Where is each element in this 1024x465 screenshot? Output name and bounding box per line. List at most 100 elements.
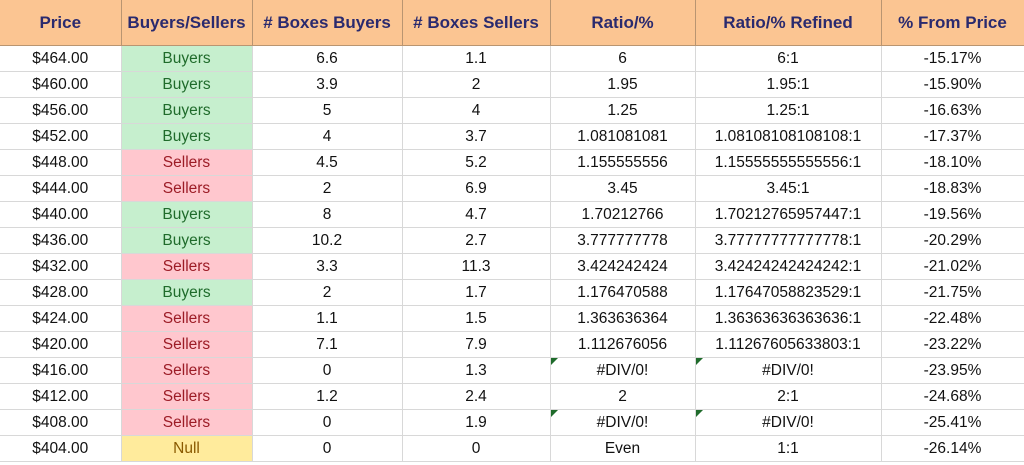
cell-ratio-refined[interactable]: 1:1 (695, 435, 882, 462)
cell-boxes-buyers[interactable]: 4 (252, 123, 403, 150)
header-ratio[interactable]: Ratio/% (550, 0, 696, 46)
cell-boxes-sellers[interactable]: 2.7 (402, 227, 551, 254)
header-price[interactable]: Price (0, 0, 122, 46)
cell-price[interactable]: $432.00 (0, 253, 122, 280)
cell-price[interactable]: $464.00 (0, 45, 122, 72)
header-boxes-sellers[interactable]: # Boxes Sellers (402, 0, 551, 46)
header-ratio-refined[interactable]: Ratio/% Refined (695, 0, 882, 46)
cell-ratio[interactable]: 1.081081081 (550, 123, 696, 150)
cell-boxes-sellers[interactable]: 7.9 (402, 331, 551, 358)
header-boxes-buyers[interactable]: # Boxes Buyers (252, 0, 403, 46)
cell-ratio[interactable]: #DIV/0! (550, 409, 696, 436)
cell-from-price[interactable]: -22.48% (881, 305, 1024, 332)
cell-price[interactable]: $456.00 (0, 97, 122, 124)
cell-from-price[interactable]: -23.95% (881, 357, 1024, 384)
cell-boxes-sellers[interactable]: 1.1 (402, 45, 551, 72)
cell-boxes-sellers[interactable]: 11.3 (402, 253, 551, 280)
cell-from-price[interactable]: -20.29% (881, 227, 1024, 254)
cell-from-price[interactable]: -15.90% (881, 71, 1024, 98)
cell-boxes-buyers[interactable]: 1.1 (252, 305, 403, 332)
cell-ratio[interactable]: 3.424242424 (550, 253, 696, 280)
cell-ratio[interactable]: 1.70212766 (550, 201, 696, 228)
cell-ratio-refined[interactable]: 1.25:1 (695, 97, 882, 124)
cell-ratio[interactable]: 1.176470588 (550, 279, 696, 306)
cell-buyers-sellers[interactable]: Sellers (121, 331, 253, 358)
cell-boxes-buyers[interactable]: 0 (252, 357, 403, 384)
cell-ratio-refined[interactable]: 1.17647058823529:1 (695, 279, 882, 306)
cell-boxes-buyers[interactable]: 7.1 (252, 331, 403, 358)
cell-ratio-refined[interactable]: 3.42424242424242:1 (695, 253, 882, 280)
cell-boxes-sellers[interactable]: 2 (402, 71, 551, 98)
cell-ratio-refined[interactable]: 1.11267605633803:1 (695, 331, 882, 358)
cell-ratio-refined[interactable]: #DIV/0! (695, 357, 882, 384)
cell-price[interactable]: $444.00 (0, 175, 122, 202)
cell-ratio-refined[interactable]: 1.08108108108108:1 (695, 123, 882, 150)
cell-buyers-sellers[interactable]: Buyers (121, 97, 253, 124)
cell-buyers-sellers[interactable]: Sellers (121, 305, 253, 332)
cell-boxes-buyers[interactable]: 4.5 (252, 149, 403, 176)
cell-buyers-sellers[interactable]: Buyers (121, 227, 253, 254)
cell-buyers-sellers[interactable]: Buyers (121, 201, 253, 228)
cell-buyers-sellers[interactable]: Sellers (121, 357, 253, 384)
cell-ratio-refined[interactable]: 1.95:1 (695, 71, 882, 98)
cell-ratio-refined[interactable]: 3.77777777777778:1 (695, 227, 882, 254)
header-from-price[interactable]: % From Price (881, 0, 1024, 46)
cell-ratio-refined[interactable]: 3.45:1 (695, 175, 882, 202)
cell-boxes-sellers[interactable]: 4 (402, 97, 551, 124)
cell-price[interactable]: $424.00 (0, 305, 122, 332)
cell-boxes-sellers[interactable]: 2.4 (402, 383, 551, 410)
cell-boxes-sellers[interactable]: 1.9 (402, 409, 551, 436)
cell-from-price[interactable]: -18.10% (881, 149, 1024, 176)
cell-boxes-buyers[interactable]: 1.2 (252, 383, 403, 410)
cell-ratio[interactable]: Even (550, 435, 696, 462)
cell-boxes-sellers[interactable]: 5.2 (402, 149, 551, 176)
cell-ratio[interactable]: 1.155555556 (550, 149, 696, 176)
cell-boxes-buyers[interactable]: 3.9 (252, 71, 403, 98)
cell-ratio-refined[interactable]: 2:1 (695, 383, 882, 410)
cell-ratio[interactable]: 1.25 (550, 97, 696, 124)
cell-from-price[interactable]: -18.83% (881, 175, 1024, 202)
cell-boxes-buyers[interactable]: 2 (252, 175, 403, 202)
cell-ratio[interactable]: 3.45 (550, 175, 696, 202)
cell-boxes-buyers[interactable]: 10.2 (252, 227, 403, 254)
cell-buyers-sellers[interactable]: Null (121, 435, 253, 462)
cell-price[interactable]: $404.00 (0, 435, 122, 462)
cell-buyers-sellers[interactable]: Buyers (121, 123, 253, 150)
cell-price[interactable]: $448.00 (0, 149, 122, 176)
cell-boxes-sellers[interactable]: 6.9 (402, 175, 551, 202)
cell-price[interactable]: $420.00 (0, 331, 122, 358)
cell-boxes-buyers[interactable]: 3.3 (252, 253, 403, 280)
cell-boxes-sellers[interactable]: 1.5 (402, 305, 551, 332)
cell-price[interactable]: $460.00 (0, 71, 122, 98)
cell-ratio[interactable]: 2 (550, 383, 696, 410)
cell-buyers-sellers[interactable]: Sellers (121, 383, 253, 410)
cell-price[interactable]: $416.00 (0, 357, 122, 384)
cell-ratio-refined[interactable]: 1.15555555555556:1 (695, 149, 882, 176)
cell-ratio-refined[interactable]: #DIV/0! (695, 409, 882, 436)
cell-from-price[interactable]: -26.14% (881, 435, 1024, 462)
cell-boxes-buyers[interactable]: 5 (252, 97, 403, 124)
cell-from-price[interactable]: -24.68% (881, 383, 1024, 410)
cell-ratio-refined[interactable]: 1.36363636363636:1 (695, 305, 882, 332)
cell-price[interactable]: $412.00 (0, 383, 122, 410)
cell-from-price[interactable]: -25.41% (881, 409, 1024, 436)
cell-boxes-buyers[interactable]: 0 (252, 435, 403, 462)
cell-price[interactable]: $436.00 (0, 227, 122, 254)
cell-buyers-sellers[interactable]: Sellers (121, 175, 253, 202)
cell-boxes-sellers[interactable]: 1.7 (402, 279, 551, 306)
cell-from-price[interactable]: -23.22% (881, 331, 1024, 358)
cell-from-price[interactable]: -15.17% (881, 45, 1024, 72)
cell-buyers-sellers[interactable]: Buyers (121, 279, 253, 306)
cell-ratio[interactable]: 1.95 (550, 71, 696, 98)
cell-price[interactable]: $428.00 (0, 279, 122, 306)
cell-ratio[interactable]: 6 (550, 45, 696, 72)
cell-boxes-buyers[interactable]: 0 (252, 409, 403, 436)
cell-price[interactable]: $408.00 (0, 409, 122, 436)
cell-ratio-refined[interactable]: 6:1 (695, 45, 882, 72)
cell-ratio-refined[interactable]: 1.70212765957447:1 (695, 201, 882, 228)
cell-boxes-buyers[interactable]: 8 (252, 201, 403, 228)
cell-ratio[interactable]: 1.112676056 (550, 331, 696, 358)
cell-buyers-sellers[interactable]: Buyers (121, 71, 253, 98)
cell-buyers-sellers[interactable]: Sellers (121, 149, 253, 176)
cell-price[interactable]: $440.00 (0, 201, 122, 228)
